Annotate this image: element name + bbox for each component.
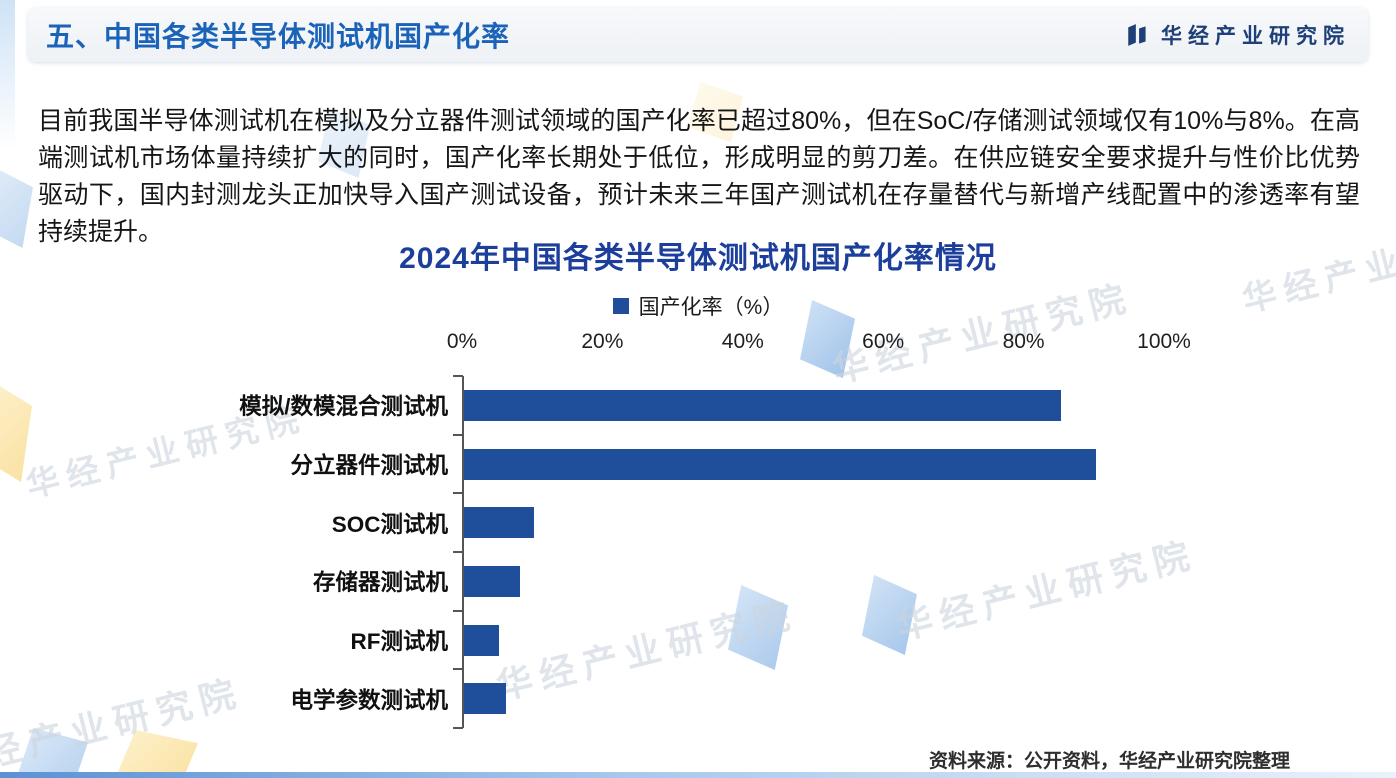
chart-row: SOC测试机	[12, 493, 1178, 552]
bar	[464, 389, 1061, 421]
category-label: 模拟/数模混合测试机	[239, 394, 448, 420]
x-tick-label: 60%	[862, 330, 905, 353]
page-fold-shape	[118, 730, 198, 778]
chart-row: 存储器测试机	[12, 552, 1178, 611]
x-tick-label: 0%	[446, 330, 478, 353]
chart-row: 模拟/数模混合测试机	[12, 376, 1178, 435]
bottom-strip	[0, 772, 1396, 778]
header-bar: 五、中国各类半导体测试机国产化率 华经产业研究院	[28, 8, 1368, 62]
bar-cell	[462, 669, 1164, 728]
legend-swatch	[612, 298, 629, 314]
brand-logo-icon	[1128, 24, 1146, 46]
x-axis: 0% 20% 40% 60% 80% 100%	[447, 330, 1191, 360]
legend-label: 国产化率（%）	[638, 296, 784, 319]
brand-logo-text: 华经产业研究院	[1161, 25, 1350, 48]
bar	[464, 565, 521, 597]
category-label: 电学参数测试机	[290, 687, 448, 713]
bar	[464, 624, 500, 656]
bar-cell	[462, 376, 1164, 435]
bar-cell	[462, 552, 1164, 611]
chart-row: 电学参数测试机	[12, 669, 1178, 728]
intro-paragraph: 目前我国半导体测试机在模拟及分立器件测试领域的国产化率已超过80%，但在SoC/…	[38, 107, 1360, 246]
bar	[464, 683, 507, 715]
x-tick-label: 40%	[721, 330, 764, 353]
bar-cell	[462, 435, 1164, 494]
category-label: 分立器件测试机	[290, 453, 448, 478]
category-label: RF测试机	[350, 629, 449, 655]
chart-row: RF测试机	[12, 611, 1178, 670]
chart-rows: 模拟/数模混合测试机分立器件测试机 SOC测试机存储器测试机 RF测试机电学参数测试…	[12, 376, 1178, 728]
x-tick-label: 80%	[1002, 330, 1045, 353]
x-tick-label: 100%	[1137, 330, 1191, 353]
x-tick-label: 20%	[581, 330, 624, 353]
brand-logo: 华经产业研究院	[1125, 20, 1350, 50]
source-note: 资料来源：公开资料，华经产业研究院整理	[928, 751, 1290, 772]
category-label: 存储器测试机	[312, 570, 448, 596]
left-edge-accent	[0, 0, 15, 150]
bar-cell	[462, 493, 1164, 552]
chart-row: 分立器件测试机	[12, 435, 1178, 494]
bar	[464, 507, 535, 539]
category-label: SOC测试机	[331, 511, 448, 537]
chart-title: 2024年中国各类半导体测试机国产化率情况	[399, 242, 997, 275]
bar-chart: 0% 20% 40% 60% 80% 100% 模拟/数模混合测试机分立器件测试机 SOC测…	[12, 330, 1191, 729]
chart-legend: 国产化率（%）	[0, 291, 1396, 321]
page-title: 五、中国各类半导体测试机国产化率	[46, 21, 511, 52]
bar	[464, 448, 1096, 480]
page-fold-shape	[18, 728, 88, 778]
bar-cell	[462, 611, 1164, 670]
